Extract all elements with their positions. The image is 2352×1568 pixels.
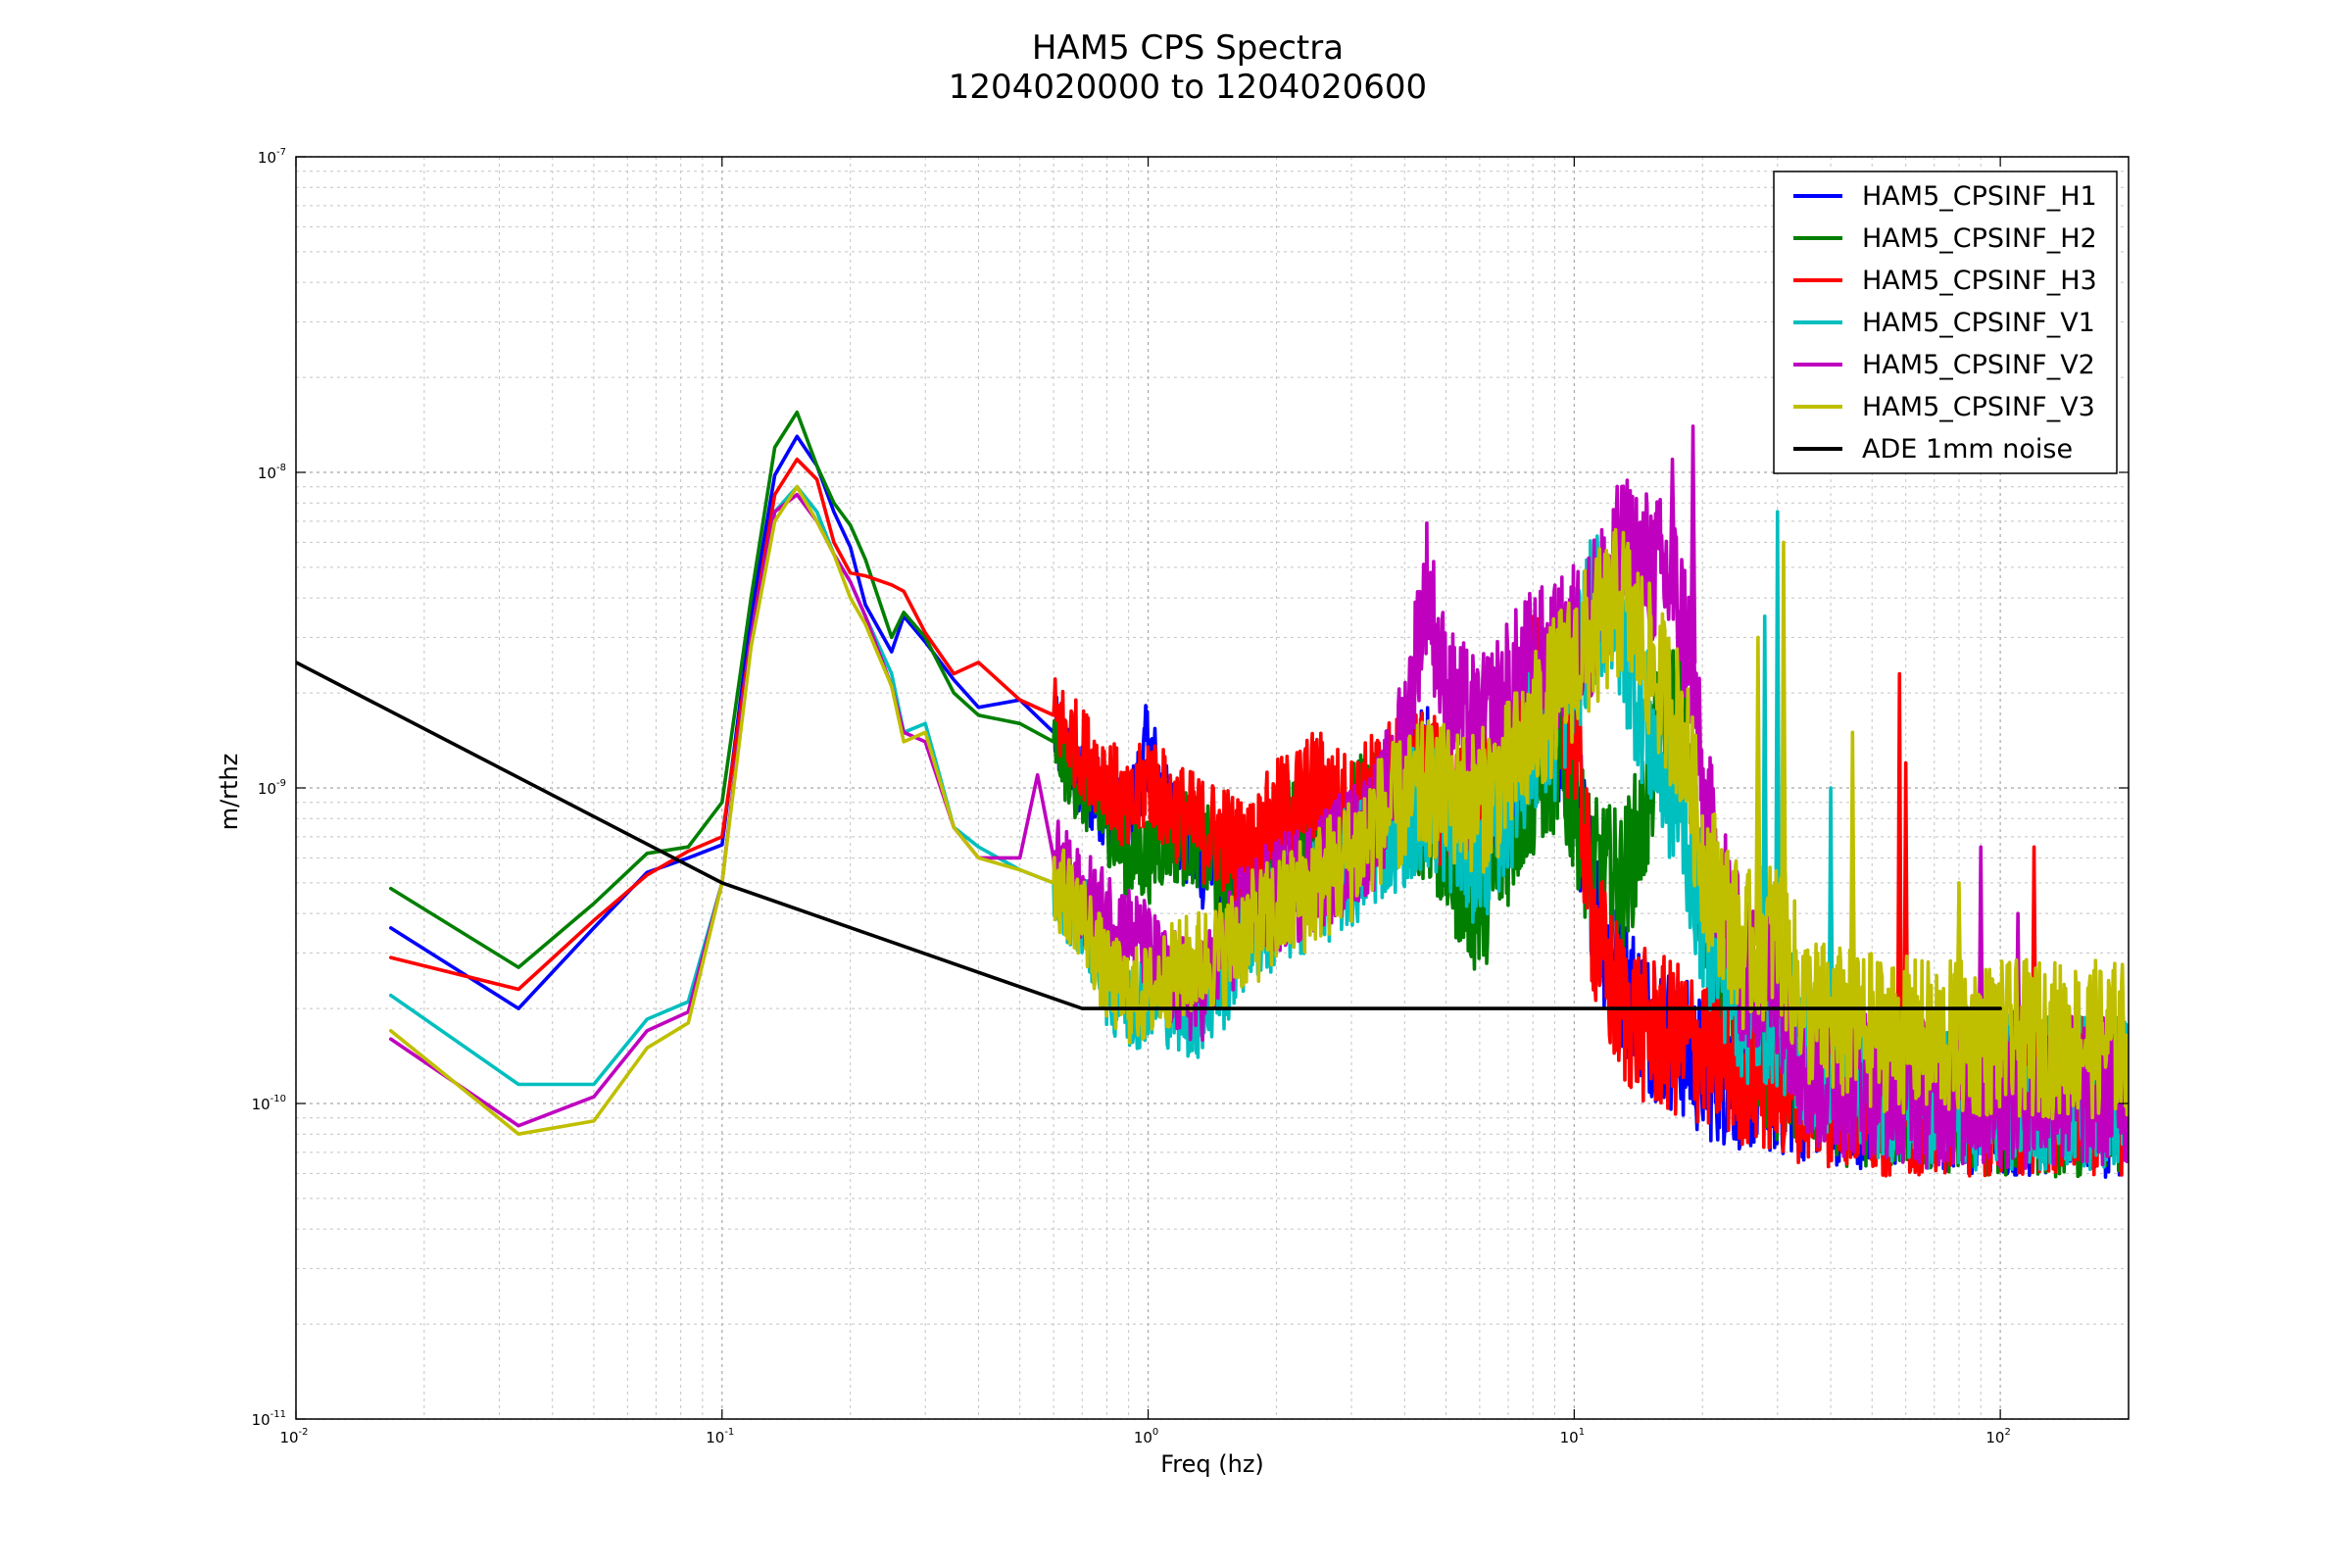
chart-title: HAM5 CPS Spectra <box>1032 28 1344 68</box>
y-tick-label: 10-9 <box>258 778 286 798</box>
x-tick-label: 10-2 <box>279 1427 308 1446</box>
series-spike <box>1773 510 1782 1010</box>
legend-label: HAM5_CPSINF_H2 <box>1862 223 2097 254</box>
x-axis-label: Freq (hz) <box>1160 1450 1264 1478</box>
series-spike <box>1955 881 1963 1042</box>
series-spike <box>1760 614 1769 1010</box>
legend-label: HAM5_CPSINF_V1 <box>1862 308 2095 338</box>
legend-label: HAM5_CPSINF_V3 <box>1862 392 2095 422</box>
y-tick-label: 10-7 <box>258 147 286 167</box>
series-spike <box>1848 730 1857 1029</box>
axis-ticks: 10-2 10-1 100 101 102 10-11 10-10 10-9 10-8 10-7 <box>252 147 2129 1446</box>
legend-label: HAM5_CPSINF_H1 <box>1862 181 2097 212</box>
y-tick-label: 10-10 <box>252 1094 286 1113</box>
series-spike <box>1780 540 1788 951</box>
x-tick-label: 10-1 <box>706 1427 734 1446</box>
legend-label: HAM5_CPSINF_V2 <box>1862 350 2095 380</box>
series-line-7 <box>296 661 2002 1010</box>
y-tick-label: 10-8 <box>258 463 286 482</box>
legend-label: HAM5_CPSINF_H3 <box>1862 266 2097 296</box>
series-spike <box>1689 424 1697 664</box>
x-tick-label: 102 <box>1985 1427 2010 1446</box>
x-tick-label: 101 <box>1560 1427 1585 1446</box>
series-group <box>296 410 2129 1179</box>
series-spike <box>1754 635 1762 947</box>
x-tick-label: 100 <box>1134 1427 1158 1446</box>
chart-subtitle: 1204020000 to 1204020600 <box>949 68 1427 107</box>
series-spike <box>1895 671 1904 1099</box>
legend: HAM5_CPSINF_H1 HAM5_CPSINF_H2 HAM5_CPSINF_… <box>1773 171 2118 474</box>
y-tick-label: 10-11 <box>252 1409 286 1429</box>
series-spike <box>1668 457 1677 584</box>
y-axis-label: m/rthz <box>216 754 243 831</box>
legend-label: ADE 1mm noise <box>1862 434 2073 465</box>
series-line-6 <box>389 484 2129 1136</box>
